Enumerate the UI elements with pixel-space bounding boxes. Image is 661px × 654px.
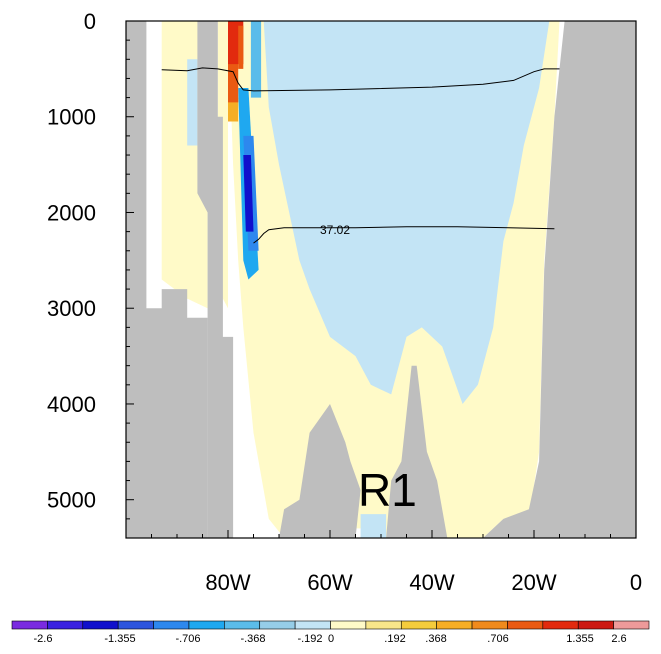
land-area xyxy=(126,21,208,538)
contour-line xyxy=(253,226,555,244)
colorbar-label: 1.355 xyxy=(566,633,594,645)
colorbar-swatch xyxy=(11,620,48,630)
heatmap-region xyxy=(228,97,239,122)
y-tick-label: 0 xyxy=(84,9,96,34)
colorbar-label: -.706 xyxy=(175,633,200,645)
land-area xyxy=(197,21,234,538)
x-tick-label: 60W xyxy=(307,570,352,595)
colorbar-swatch xyxy=(507,620,544,630)
land-area xyxy=(279,404,361,538)
y-tick-label: 5000 xyxy=(47,488,96,513)
colorbar-label: -.192 xyxy=(297,633,322,645)
y-axis: 0 1000 2000 3000 4000 5000 xyxy=(47,9,134,520)
colorbar-label: .706 xyxy=(487,633,508,645)
x-axis: 80W 60W 40W 20W 0 xyxy=(151,530,642,595)
colorbar-label: 0 xyxy=(328,633,334,645)
x-tick-label: 80W xyxy=(205,570,250,595)
colorbar-swatch xyxy=(153,620,190,630)
colorbar-swatch xyxy=(294,620,331,630)
colorbar-swatch xyxy=(365,620,402,630)
colorbar-swatch xyxy=(577,620,614,630)
colorbar-label: 2.6 xyxy=(611,633,626,645)
heatmap-region xyxy=(250,21,262,98)
colorbar-label: .192 xyxy=(384,633,405,645)
colorbar-swatch xyxy=(117,620,154,630)
colorbar-label: -2.6 xyxy=(34,633,53,645)
colorbar-swatch xyxy=(330,620,367,630)
x-tick-label: 0 xyxy=(630,570,642,595)
contour-label: 37.02 xyxy=(320,223,350,237)
y-tick-label: 3000 xyxy=(47,296,96,321)
contour-lines xyxy=(161,67,560,244)
y-tick-label: 1000 xyxy=(47,105,96,130)
colorbar-swatch xyxy=(224,620,261,630)
colorbar: -2.6 -1.355 -.706 -.368 -.192 0 .192 .368 .706 1.… xyxy=(11,620,650,645)
heatmap-region xyxy=(243,155,254,232)
y-tick-label: 4000 xyxy=(47,392,96,417)
heatmap-region xyxy=(360,514,387,538)
land-area xyxy=(386,365,448,538)
colorbar-swatch xyxy=(542,620,579,630)
colorbar-swatch xyxy=(613,620,650,630)
colorbar-label: -1.355 xyxy=(104,633,135,645)
colorbar-swatch xyxy=(47,620,84,630)
land-area xyxy=(483,21,636,538)
heatmap-region xyxy=(238,25,244,69)
colorbar-swatch xyxy=(471,620,508,630)
x-tick-label: 20W xyxy=(511,570,556,595)
land-mask xyxy=(126,21,636,538)
colorbar-swatch xyxy=(82,620,119,630)
contour-line xyxy=(161,67,560,92)
colorbar-swatch xyxy=(188,620,225,630)
y-tick-label: 2000 xyxy=(47,200,96,225)
heatmap-region xyxy=(187,59,198,146)
colorbar-label: -.368 xyxy=(240,633,265,645)
region-annotation: R1 xyxy=(358,464,417,516)
heatmap-regions xyxy=(161,21,560,538)
colorbar-swatch xyxy=(436,620,473,630)
colorbar-swatch xyxy=(259,620,296,630)
heatmap-region xyxy=(263,21,550,404)
colorbar-label: .368 xyxy=(425,633,446,645)
colorbar-swatch xyxy=(400,620,437,630)
x-tick-label: 40W xyxy=(409,570,454,595)
